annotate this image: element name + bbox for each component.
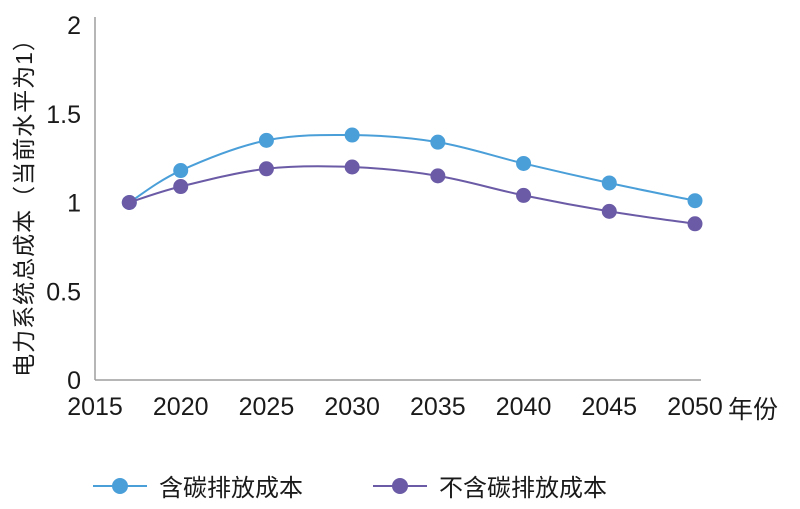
x-tick-label: 2045 <box>581 393 637 421</box>
data-point-marker <box>258 132 274 148</box>
data-point-marker <box>687 216 703 232</box>
x-tick-label: 2050 <box>667 393 723 421</box>
x-tick-label: 2040 <box>496 393 552 421</box>
data-point-marker <box>344 159 360 175</box>
data-point-marker <box>687 193 703 209</box>
y-axis-label: 电力系统总成本（当前水平为1） <box>11 27 37 377</box>
data-point-marker <box>258 161 274 177</box>
legend-dot-icon <box>392 477 408 494</box>
x-tick-label: 2035 <box>410 393 466 421</box>
legend-item-with-carbon-cost: 含碳排放成本 <box>93 468 303 503</box>
data-point-marker <box>601 175 617 191</box>
data-point-marker <box>601 203 617 219</box>
legend-item-without-carbon-cost: 不含碳排放成本 <box>373 468 607 503</box>
y-tick-label: 0.5 <box>46 278 81 306</box>
data-point-marker <box>516 155 532 171</box>
y-tick-label: 0 <box>67 367 81 395</box>
legend-marker-with-carbon-cost <box>93 477 147 495</box>
y-tick-label: 2 <box>67 12 81 40</box>
data-point-marker <box>516 187 532 203</box>
data-point-marker <box>173 163 189 179</box>
legend: 含碳排放成本 不含碳排放成本 <box>0 468 700 503</box>
legend-label-without-carbon-cost: 不含碳排放成本 <box>439 475 607 502</box>
x-tick-label: 2025 <box>239 393 295 421</box>
x-axis-label: 年份 <box>728 396 779 424</box>
data-point-marker <box>344 127 360 143</box>
x-tick-label: 2030 <box>324 393 380 421</box>
legend-dot-icon <box>112 477 128 494</box>
data-point-marker <box>121 195 137 210</box>
x-tick-label: 2020 <box>153 393 209 421</box>
y-tick-label: 1 <box>67 190 81 218</box>
data-point-marker <box>173 179 189 195</box>
legend-label-with-carbon-cost: 含碳排放成本 <box>159 475 303 502</box>
legend-marker-without-carbon-cost <box>373 477 427 495</box>
data-point-marker <box>430 134 446 150</box>
x-tick-label: 2015 <box>67 393 123 421</box>
series-line-0 <box>128 133 696 204</box>
plot-area: 2015 2020 2025 2030 2035 2040 2045 2050 0 0.5 1 1.5… <box>46 12 723 421</box>
data-point-marker <box>430 168 446 184</box>
y-tick-label: 1.5 <box>46 101 81 129</box>
